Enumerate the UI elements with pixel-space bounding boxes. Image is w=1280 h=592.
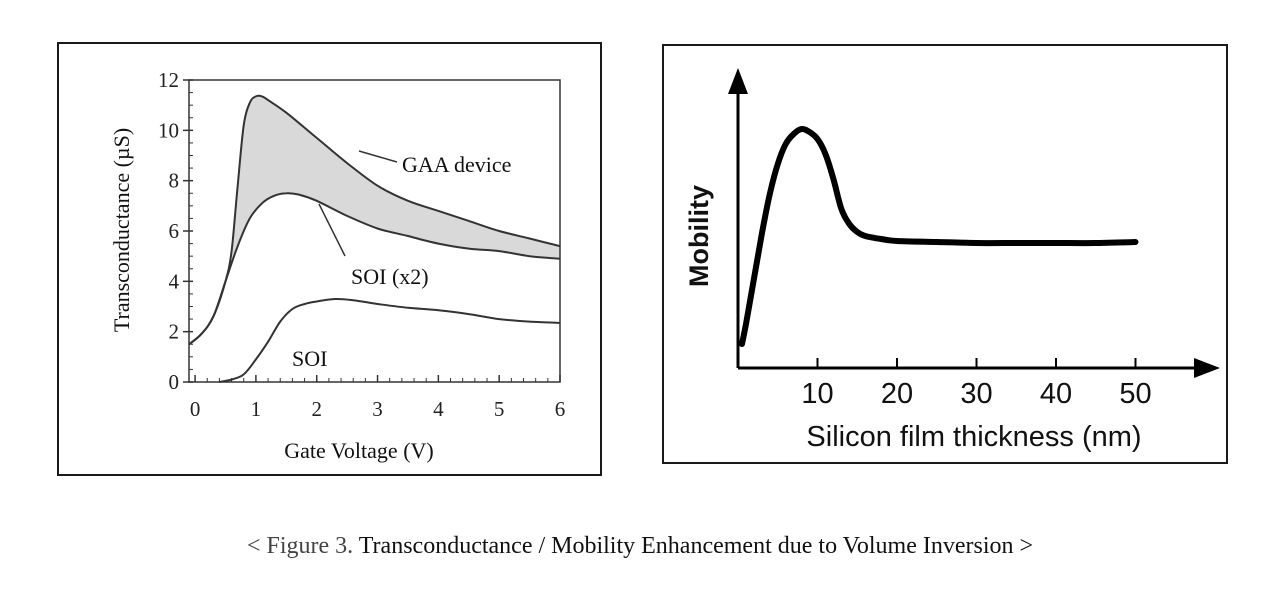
series-line-soi-x2 <box>188 192 561 346</box>
y-tick-label: 8 <box>169 169 180 193</box>
x-tick-label: 20 <box>881 378 913 410</box>
x-tick-label: 4 <box>433 397 444 421</box>
soi-annotation: SOI <box>292 346 327 371</box>
x-tick-label: 3 <box>372 397 383 421</box>
gaa-device-annotation: GAA device <box>402 152 511 177</box>
y-axis-label: Transconductance (µS) <box>109 128 134 332</box>
x-tick-label: 1 <box>251 397 262 421</box>
gaa-leader-line <box>358 150 398 163</box>
x-axis-arrow-icon <box>1194 358 1220 378</box>
x-tick-label: 30 <box>960 378 992 410</box>
y-tick-label: 12 <box>158 68 179 92</box>
mobility-curve <box>739 125 1139 347</box>
mobility-chart-panel: 10 20 30 40 50 Silicon film thickness (nm) Mob… <box>662 44 1228 464</box>
mobility-chart: 10 20 30 40 50 Silicon film thickness (nm) Mob… <box>684 68 1220 453</box>
gaa-enhancement-shading <box>189 95 560 345</box>
caption-text: Transconductance / Mobility Enhancement … <box>358 533 1034 559</box>
x-tick-label: 0 <box>190 397 201 421</box>
figure-caption: < Figure 3. Transconductance / Mobility … <box>0 533 1280 560</box>
soi-x2-annotation: SOI (x2) <box>351 264 429 289</box>
x-tick-label: 2 <box>311 397 322 421</box>
y-tick-label: 4 <box>169 269 180 293</box>
y-tick-label: 0 <box>169 370 180 394</box>
x-tick-label: 40 <box>1040 378 1072 410</box>
y-axis-label: Mobility <box>684 185 714 287</box>
x-tick-label: 6 <box>555 397 566 421</box>
x-tick-label: 5 <box>494 397 505 421</box>
x-axis-label: Gate Voltage (V) <box>284 438 433 463</box>
y-tick-label: 6 <box>169 219 180 243</box>
series-line-soi <box>219 297 561 383</box>
transconductance-chart-panel: 0 2 4 6 8 10 12 0 1 2 3 4 5 6 GAA device SOI (x2) SOI Gat… <box>57 42 602 476</box>
y-tick-label: 2 <box>169 320 180 344</box>
y-tick-label: 10 <box>158 118 179 142</box>
x-tick-label: 50 <box>1119 378 1151 410</box>
x-tick-label: 10 <box>801 378 833 410</box>
soi-x2-leader-line <box>318 203 346 257</box>
y-axis-arrow-icon <box>728 68 748 94</box>
x-axis-label: Silicon film thickness (nm) <box>806 421 1141 453</box>
caption-prefix: < Figure 3. <box>246 533 354 559</box>
